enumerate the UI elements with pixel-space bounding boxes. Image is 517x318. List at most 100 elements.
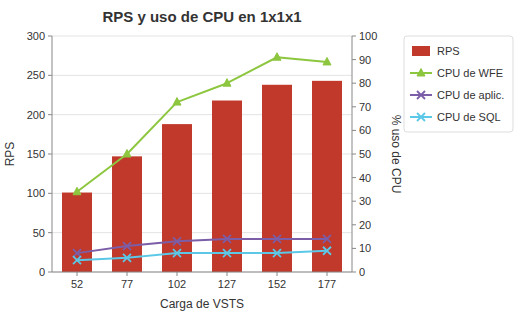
y-tick-label: 50 bbox=[33, 227, 45, 239]
grid-line bbox=[52, 75, 352, 76]
legend-label: CPU de aplic. bbox=[437, 89, 504, 101]
marker bbox=[73, 256, 81, 264]
y2-tick-label: 0 bbox=[359, 266, 365, 278]
legend-box bbox=[404, 36, 513, 132]
legend-marker bbox=[417, 91, 425, 99]
y2-tick bbox=[352, 59, 356, 60]
y2-tick bbox=[352, 224, 356, 225]
marker bbox=[273, 249, 281, 257]
y2-tick bbox=[352, 154, 356, 155]
legend-marker bbox=[417, 113, 425, 121]
y2-tick bbox=[352, 272, 356, 273]
bar bbox=[162, 124, 192, 272]
marker bbox=[123, 150, 131, 158]
y2-tick-label: 60 bbox=[359, 124, 371, 136]
marker bbox=[173, 237, 181, 245]
marker bbox=[73, 249, 81, 257]
y2-tick bbox=[352, 248, 356, 249]
y2-tick bbox=[352, 106, 356, 107]
chart: 52 77 102 127 152 177 0 50 100 150 200 250 300 0 10 20 3… bbox=[0, 0, 517, 318]
y-tick bbox=[48, 36, 52, 37]
line bbox=[77, 251, 327, 260]
marker bbox=[323, 57, 331, 65]
y2-tick-label: 80 bbox=[359, 77, 371, 89]
bar bbox=[262, 85, 292, 272]
y-tick bbox=[48, 75, 52, 76]
x-tick-label: 52 bbox=[71, 278, 83, 290]
y-axis-label: RPS bbox=[3, 142, 17, 167]
y2-tick-label: 100 bbox=[359, 30, 377, 42]
marker bbox=[123, 254, 131, 262]
line bbox=[77, 57, 327, 192]
x-tick-label: 77 bbox=[121, 278, 133, 290]
legend-marker bbox=[417, 69, 425, 77]
y2-tick bbox=[352, 83, 356, 84]
grid-line bbox=[52, 193, 352, 194]
bar bbox=[212, 101, 242, 272]
legend-label: CPU de WFE bbox=[437, 67, 503, 79]
marker bbox=[223, 235, 231, 243]
grid bbox=[52, 36, 352, 272]
y-tick bbox=[48, 193, 52, 194]
y-tick-label: 0 bbox=[39, 266, 45, 278]
y-tick-label: 250 bbox=[27, 69, 45, 81]
y-tick-label: 100 bbox=[27, 187, 45, 199]
marker bbox=[73, 187, 81, 195]
y-tick bbox=[48, 114, 52, 115]
bar bbox=[112, 156, 142, 272]
x-tick bbox=[327, 272, 328, 276]
y2-tick-label: 90 bbox=[359, 54, 371, 66]
grid-line bbox=[52, 36, 352, 37]
marker bbox=[273, 53, 281, 61]
grid-line bbox=[52, 232, 352, 233]
grid-line bbox=[52, 272, 352, 273]
bar bbox=[312, 81, 342, 272]
marker bbox=[323, 247, 331, 255]
legend-swatch bbox=[412, 46, 430, 56]
marker bbox=[323, 235, 331, 243]
x-axis-line bbox=[52, 272, 352, 273]
y2-tick-label: 40 bbox=[359, 172, 371, 184]
y-tick-label: 300 bbox=[27, 30, 45, 42]
marker bbox=[223, 249, 231, 257]
grid-line bbox=[52, 154, 352, 155]
y2-tick-label: 30 bbox=[359, 195, 371, 207]
x-tick bbox=[277, 272, 278, 276]
y2-tick bbox=[352, 130, 356, 131]
y-tick bbox=[48, 232, 52, 233]
marker bbox=[173, 249, 181, 257]
y2-tick bbox=[352, 177, 356, 178]
y-tick bbox=[48, 154, 52, 155]
x-tick bbox=[77, 272, 78, 276]
grid-line bbox=[52, 114, 352, 115]
marker bbox=[173, 98, 181, 106]
x-tick-label: 127 bbox=[218, 278, 236, 290]
y-tick-label: 150 bbox=[27, 148, 45, 160]
legend: RPS CPU de WFE CPU de aplic. CPU de SQL bbox=[404, 36, 513, 132]
y2-tick-label: 50 bbox=[359, 148, 371, 160]
x-tick bbox=[127, 272, 128, 276]
marker bbox=[123, 242, 131, 250]
y2-tick-label: 10 bbox=[359, 242, 371, 254]
axes: 52 77 102 127 152 177 0 50 100 150 200 250 300 0 10 20 3… bbox=[27, 30, 378, 290]
y2-tick-label: 70 bbox=[359, 101, 371, 113]
marker bbox=[223, 79, 231, 87]
x-tick-label: 102 bbox=[168, 278, 186, 290]
x-axis-label: Carga de VSTS bbox=[160, 297, 244, 311]
legend-label: CPU de SQL bbox=[437, 111, 501, 123]
x-tick-label: 177 bbox=[318, 278, 336, 290]
y-tick-label: 200 bbox=[27, 109, 45, 121]
y2-axis-label: % uso de CPU bbox=[389, 115, 403, 194]
plot-area bbox=[62, 53, 342, 272]
line bbox=[77, 239, 327, 253]
x-tick bbox=[177, 272, 178, 276]
y-tick bbox=[48, 272, 52, 273]
x-tick-label: 152 bbox=[268, 278, 286, 290]
y2-tick-label: 20 bbox=[359, 219, 371, 231]
x-tick bbox=[227, 272, 228, 276]
y2-tick bbox=[352, 36, 356, 37]
title: RPS y uso de CPU en 1x1x1 bbox=[102, 8, 301, 25]
legend-label: RPS bbox=[437, 45, 460, 57]
y2-tick bbox=[352, 201, 356, 202]
marker bbox=[273, 235, 281, 243]
